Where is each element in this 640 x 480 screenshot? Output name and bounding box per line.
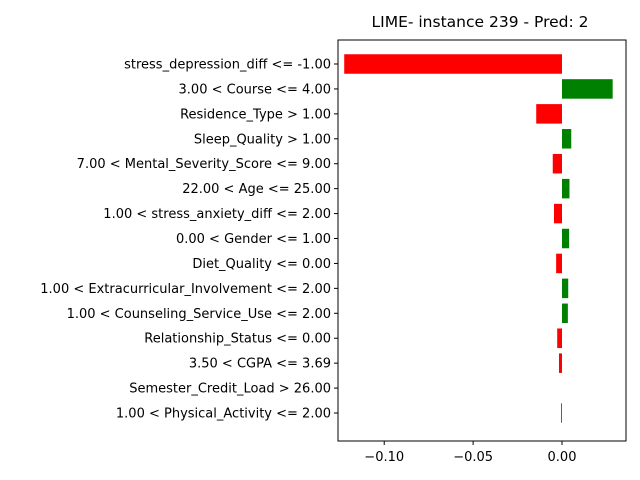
y-tick-label: 3.00 < Course <= 4.00 <box>179 82 331 97</box>
y-tick-label: 22.00 < Age <= 25.00 <box>182 182 331 197</box>
bar-22-00-age-25-00 <box>562 178 570 199</box>
bar-residence-type-1-00 <box>536 104 562 124</box>
y-tick-label: Sleep_Quality > 1.00 <box>194 132 331 147</box>
bar-1-00-counseling-service-use-2-00 <box>562 303 568 324</box>
bar-3-00-course-4-00 <box>562 79 613 99</box>
y-tick-label: Diet_Quality <= 0.00 <box>192 257 331 272</box>
bar-1-00-physical-activity-2-00 <box>561 403 562 423</box>
bar-diet-quality-0-00 <box>556 253 562 274</box>
y-tick-label: 1.00 < Extracurricular_Involvement <= 2.… <box>40 282 331 297</box>
plot-frame <box>337 39 627 442</box>
bar-stress-depression-diff-1-00 <box>344 54 562 74</box>
y-tick-label: Relationship_Status <= 0.00 <box>144 332 331 347</box>
x-tick-label: 0.00 <box>548 450 577 465</box>
chart-title: LIME- instance 239 - Pred: 2 <box>371 13 588 31</box>
bar-0-00-gender-1-00 <box>562 228 570 249</box>
y-tick-label: 1.00 < stress_anxiety_diff <= 2.00 <box>103 207 331 222</box>
y-tick-label: stress_depression_diff <= -1.00 <box>124 58 331 73</box>
y-tick-label: 1.00 < Counseling_Service_Use <= 2.00 <box>67 307 331 322</box>
bar-sleep-quality-1-00 <box>562 129 572 149</box>
y-tick-label: Semester_Credit_Load > 26.00 <box>129 382 331 397</box>
bars-group <box>344 54 613 423</box>
y-tick-label: 7.00 < Mental_Severity_Score <= 9.00 <box>77 157 331 172</box>
bar-relationship-status-0-00 <box>557 328 562 348</box>
x-tick-label: −0.10 <box>364 450 404 465</box>
bar-7-00-mental-severity-score-9-00 <box>552 153 562 174</box>
x-axis-ticks: −0.10 −0.05 0.00 <box>364 441 576 465</box>
y-axis-ticks: stress_depression_diff <= -1.00 3.00 < Co… <box>40 58 338 422</box>
y-tick-label: Residence_Type > 1.00 <box>180 107 331 122</box>
x-tick-label: −0.05 <box>453 450 493 465</box>
bar-1-00-stress-anxiety-diff-2-00 <box>554 203 562 224</box>
y-tick-label: 3.50 < CGPA <= 3.69 <box>189 357 331 372</box>
bar-3-50-cgpa-3-69 <box>558 353 562 373</box>
y-tick-label: 0.00 < Gender <= 1.00 <box>176 232 331 247</box>
y-tick-label: 1.00 < Physical_Activity <= 2.00 <box>116 407 331 422</box>
bar-1-00-extracurricular-involvement-2-00 <box>562 278 569 299</box>
